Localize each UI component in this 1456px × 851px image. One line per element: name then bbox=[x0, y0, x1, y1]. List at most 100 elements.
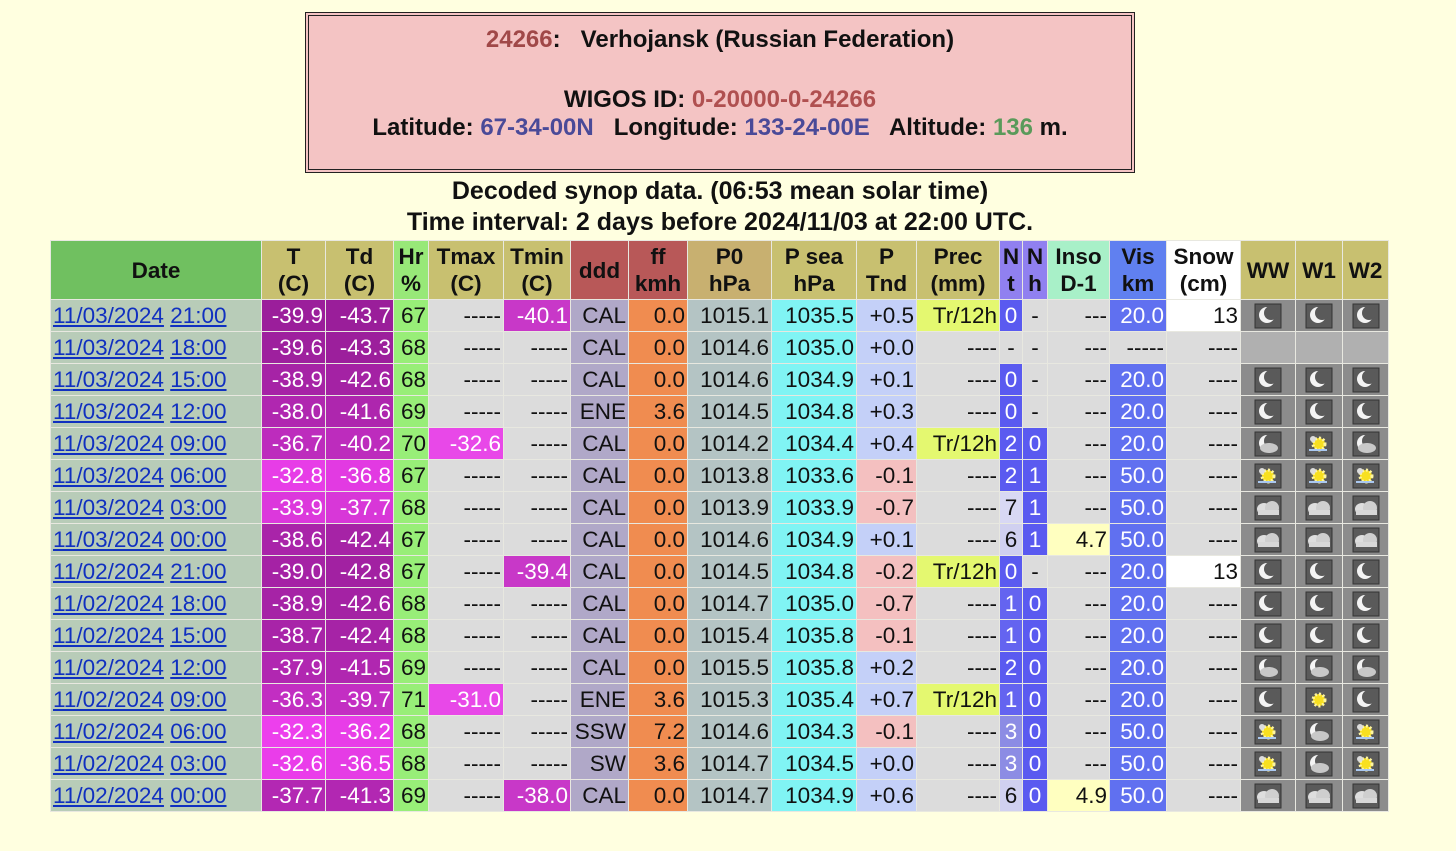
date-cell: 11/02/2024 21:00 bbox=[51, 556, 261, 587]
data-row: 11/03/2024 12:00 -38.0 -41.6 69 ----- ----- EN… bbox=[51, 396, 1388, 427]
weather-cell bbox=[1343, 460, 1388, 491]
icon-shape bbox=[1361, 593, 1376, 608]
weather-cell bbox=[1343, 396, 1388, 427]
date-link[interactable]: 11/03/2024 bbox=[53, 430, 164, 456]
icon-shape bbox=[1264, 689, 1278, 704]
date-link[interactable]: 11/03/2024 bbox=[53, 462, 164, 488]
weather-icon bbox=[1254, 431, 1282, 456]
weather-cell bbox=[1343, 364, 1388, 395]
weather-icon bbox=[1305, 687, 1333, 712]
value-cell: -32.6 bbox=[429, 428, 503, 459]
value-cell: 67 bbox=[394, 524, 428, 555]
value-cell: ---- bbox=[917, 524, 999, 555]
time-link[interactable]: 03:00 bbox=[170, 750, 227, 776]
weather-icon bbox=[1352, 719, 1379, 744]
time-link[interactable]: 06:00 bbox=[170, 462, 227, 488]
time-link[interactable]: 12:00 bbox=[170, 398, 227, 424]
wigos-line: WIGOS ID: 0-20000-0-24266 bbox=[309, 86, 1131, 114]
value-cell: 1014.6 bbox=[688, 524, 771, 555]
value-cell: ---- bbox=[1167, 716, 1240, 747]
time-link[interactable]: 21:00 bbox=[170, 558, 227, 584]
weather-cell bbox=[1296, 620, 1342, 651]
date-link[interactable]: 11/02/2024 bbox=[53, 622, 164, 648]
time-link[interactable]: 09:00 bbox=[170, 686, 227, 712]
time-link[interactable]: 00:00 bbox=[170, 526, 227, 552]
date-link[interactable]: 11/02/2024 bbox=[53, 718, 164, 744]
value-cell: -0.1 bbox=[857, 716, 916, 747]
date-link[interactable]: 11/02/2024 bbox=[53, 590, 164, 616]
latitude: 67-34-00N bbox=[480, 114, 594, 141]
time-link[interactable]: 21:00 bbox=[170, 302, 227, 328]
date-cell: 11/02/2024 03:00 bbox=[51, 748, 261, 779]
value-cell: ---- bbox=[1167, 684, 1240, 715]
date-link[interactable]: 11/03/2024 bbox=[53, 302, 164, 328]
time-link[interactable]: 15:00 bbox=[170, 366, 227, 392]
date-link[interactable]: 11/03/2024 bbox=[53, 494, 164, 520]
value-cell: ----- bbox=[504, 364, 570, 395]
time-link[interactable]: 15:00 bbox=[170, 622, 227, 648]
value-cell: 2 bbox=[1000, 652, 1022, 683]
value-cell: ----- bbox=[504, 332, 570, 363]
icon-shape bbox=[1311, 692, 1327, 707]
value-cell: 68 bbox=[394, 588, 428, 619]
time-link[interactable]: 00:00 bbox=[170, 782, 227, 808]
weather-cell bbox=[1241, 652, 1295, 683]
value-cell: ---- bbox=[1167, 332, 1240, 363]
weather-icon bbox=[1352, 495, 1379, 520]
weather-icon bbox=[1305, 591, 1333, 616]
value-cell: -32.3 bbox=[262, 716, 325, 747]
time-link[interactable]: 03:00 bbox=[170, 494, 227, 520]
date-link[interactable]: 11/02/2024 bbox=[53, 654, 164, 680]
weather-cell bbox=[1241, 780, 1295, 811]
value-cell: ---- bbox=[1167, 620, 1240, 651]
weather-icon bbox=[1254, 399, 1282, 424]
date-cell: 11/02/2024 18:00 bbox=[51, 588, 261, 619]
time-link[interactable]: 12:00 bbox=[170, 654, 227, 680]
value-cell: 13 bbox=[1167, 556, 1240, 587]
value-cell: 1034.5 bbox=[772, 748, 856, 779]
date-link[interactable]: 11/02/2024 bbox=[53, 750, 164, 776]
weather-icon bbox=[1305, 303, 1333, 328]
weather-icon bbox=[1254, 591, 1282, 616]
icon-shape bbox=[1352, 463, 1379, 488]
data-row: 11/02/2024 12:00 -37.9 -41.5 69 ----- ----- CA… bbox=[51, 652, 1388, 683]
value-cell: --- bbox=[1048, 492, 1109, 523]
header-text: ddd bbox=[578, 257, 621, 283]
weather-icon bbox=[1254, 751, 1282, 776]
weather-cell bbox=[1241, 332, 1295, 363]
value-cell: 1013.9 bbox=[688, 492, 771, 523]
time-link[interactable]: 18:00 bbox=[170, 590, 227, 616]
date-link[interactable]: 11/03/2024 bbox=[53, 334, 164, 360]
date-link[interactable]: 11/03/2024 bbox=[53, 526, 164, 552]
value-cell: -40.1 bbox=[504, 300, 570, 331]
weather-icon bbox=[1254, 719, 1282, 744]
date-link[interactable]: 11/03/2024 bbox=[53, 366, 164, 392]
altitude: 136 bbox=[992, 114, 1033, 141]
value-cell: -39.6 bbox=[262, 332, 325, 363]
value-cell: ---- bbox=[1167, 524, 1240, 555]
value-cell: 13 bbox=[1167, 300, 1240, 331]
weather-cell bbox=[1241, 460, 1295, 491]
weather-icon bbox=[1254, 527, 1282, 552]
value-cell: 1014.7 bbox=[688, 780, 771, 811]
date-link[interactable]: 11/02/2024 bbox=[53, 558, 164, 584]
value-cell: -38.0 bbox=[262, 396, 325, 427]
date-link[interactable]: 11/03/2024 bbox=[53, 398, 164, 424]
date-link[interactable]: 11/02/2024 bbox=[53, 686, 164, 712]
weather-cell bbox=[1241, 428, 1295, 459]
value-cell: 0 bbox=[1023, 620, 1047, 651]
weather-cell bbox=[1296, 396, 1342, 427]
value-cell: +0.3 bbox=[857, 396, 916, 427]
value-cell: 0.0 bbox=[629, 300, 687, 331]
time-link[interactable]: 18:00 bbox=[170, 334, 227, 360]
time-link[interactable]: 06:00 bbox=[170, 718, 227, 744]
time-link[interactable]: 09:00 bbox=[170, 430, 227, 456]
header-text: ff bbox=[650, 244, 666, 269]
date-link[interactable]: 11/02/2024 bbox=[53, 782, 164, 808]
weather-cell bbox=[1296, 780, 1342, 811]
icon-shape bbox=[1264, 369, 1278, 384]
weather-cell bbox=[1241, 684, 1295, 715]
column-header: Td (C) bbox=[326, 241, 393, 299]
station-name: Verhojansk (Russian Federation) bbox=[580, 26, 955, 53]
